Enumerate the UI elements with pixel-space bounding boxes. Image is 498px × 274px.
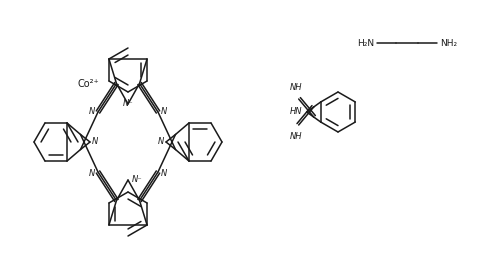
Text: NH: NH <box>289 83 302 92</box>
Text: H₂N: H₂N <box>357 39 374 47</box>
Text: N: N <box>161 169 167 178</box>
Text: NH: NH <box>289 132 302 141</box>
Text: N: N <box>92 138 98 147</box>
Text: Co²⁺: Co²⁺ <box>77 79 99 89</box>
Text: N: N <box>161 107 167 116</box>
Text: N⁻: N⁻ <box>132 176 142 184</box>
Text: N⁻: N⁻ <box>123 99 133 109</box>
Text: NH₂: NH₂ <box>440 39 457 47</box>
Text: N: N <box>158 138 164 147</box>
Text: N: N <box>89 169 95 178</box>
Text: HN: HN <box>290 107 303 116</box>
Text: N: N <box>89 107 95 116</box>
